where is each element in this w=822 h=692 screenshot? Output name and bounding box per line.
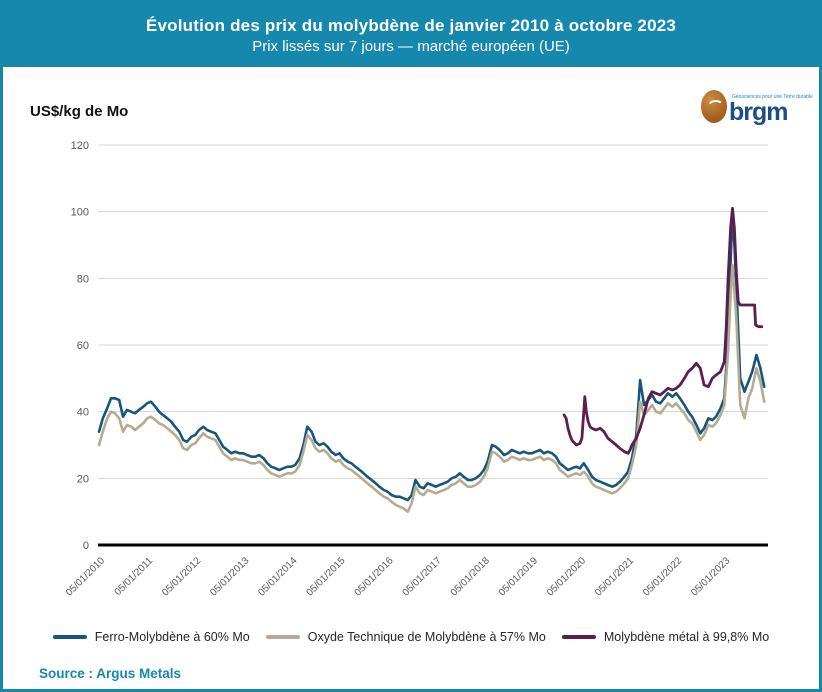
brgm-logo: Géosciences pour une Terre durable brgm <box>701 87 813 137</box>
brgm-tagline: Géosciences pour une Terre durable <box>732 94 813 100</box>
svg-text:05/01/2019: 05/01/2019 <box>497 555 540 598</box>
svg-text:80: 80 <box>77 273 89 285</box>
svg-text:05/01/2012: 05/01/2012 <box>160 555 203 598</box>
svg-text:05/01/2013: 05/01/2013 <box>208 555 251 598</box>
page-subtitle: Prix lissés sur 7 jours — marché europée… <box>252 37 570 55</box>
svg-text:60: 60 <box>77 340 89 352</box>
legend-item: Molybdène métal à 99,8% Mo <box>561 630 770 644</box>
series-line-2 <box>562 206 764 455</box>
legend-label: Oxyde Technique de Molybdène à 57% Mo <box>307 630 546 644</box>
series-line-1 <box>97 263 766 514</box>
brgm-wordmark: brgm <box>729 98 788 126</box>
svg-text:05/01/2011: 05/01/2011 <box>113 555 156 598</box>
svg-text:05/01/2021: 05/01/2021 <box>593 555 636 598</box>
legend-item: Ferro-Molybdène à 60% Mo <box>52 630 250 644</box>
svg-text:05/01/2014: 05/01/2014 <box>256 555 299 598</box>
svg-text:05/01/2015: 05/01/2015 <box>304 555 347 598</box>
legend-label: Molybdène métal à 99,8% Mo <box>603 630 770 644</box>
svg-text:05/01/2010: 05/01/2010 <box>64 555 107 598</box>
legend-label: Ferro-Molybdène à 60% Mo <box>94 630 250 644</box>
grid-lines <box>98 144 768 479</box>
y-axis-unit-label: US$/kg de Mo <box>30 103 129 120</box>
svg-text:0: 0 <box>83 540 89 552</box>
price-chart: 0 20 40 60 80 100 120 05/01/2010 05/01/2011 05/01… <box>3 3 819 689</box>
chart-legend: Ferro-Molybdène à 60% Mo Oxyde Technique … <box>3 630 819 644</box>
brgm-logo-icon <box>701 90 727 123</box>
legend-swatch-icon <box>561 635 596 639</box>
svg-text:20: 20 <box>77 473 89 485</box>
legend-swatch-icon <box>52 635 87 639</box>
svg-text:05/01/2023: 05/01/2023 <box>689 555 732 598</box>
series-line-0 <box>97 210 766 502</box>
svg-text:05/01/2018: 05/01/2018 <box>449 555 492 598</box>
svg-text:05/01/2022: 05/01/2022 <box>641 555 684 598</box>
svg-text:100: 100 <box>71 207 89 219</box>
source-credit: Source : Argus Metals <box>39 666 182 681</box>
svg-text:120: 120 <box>71 140 89 152</box>
legend-swatch-icon <box>265 635 300 639</box>
y-axis-labels: 0 20 40 60 80 100 120 <box>71 140 89 552</box>
svg-text:05/01/2016: 05/01/2016 <box>353 555 396 598</box>
legend-item: Oxyde Technique de Molybdène à 57% Mo <box>265 630 546 644</box>
svg-text:05/01/2020: 05/01/2020 <box>545 555 588 598</box>
chart-header: Évolution des prix du molybdène de janvi… <box>3 3 819 67</box>
page-title: Évolution des prix du molybdène de janvi… <box>145 15 677 35</box>
x-axis-labels: 05/01/2010 05/01/2011 05/01/2012 05/01/2013… <box>64 555 733 598</box>
svg-text:40: 40 <box>77 407 89 419</box>
svg-text:05/01/2017: 05/01/2017 <box>401 555 444 598</box>
